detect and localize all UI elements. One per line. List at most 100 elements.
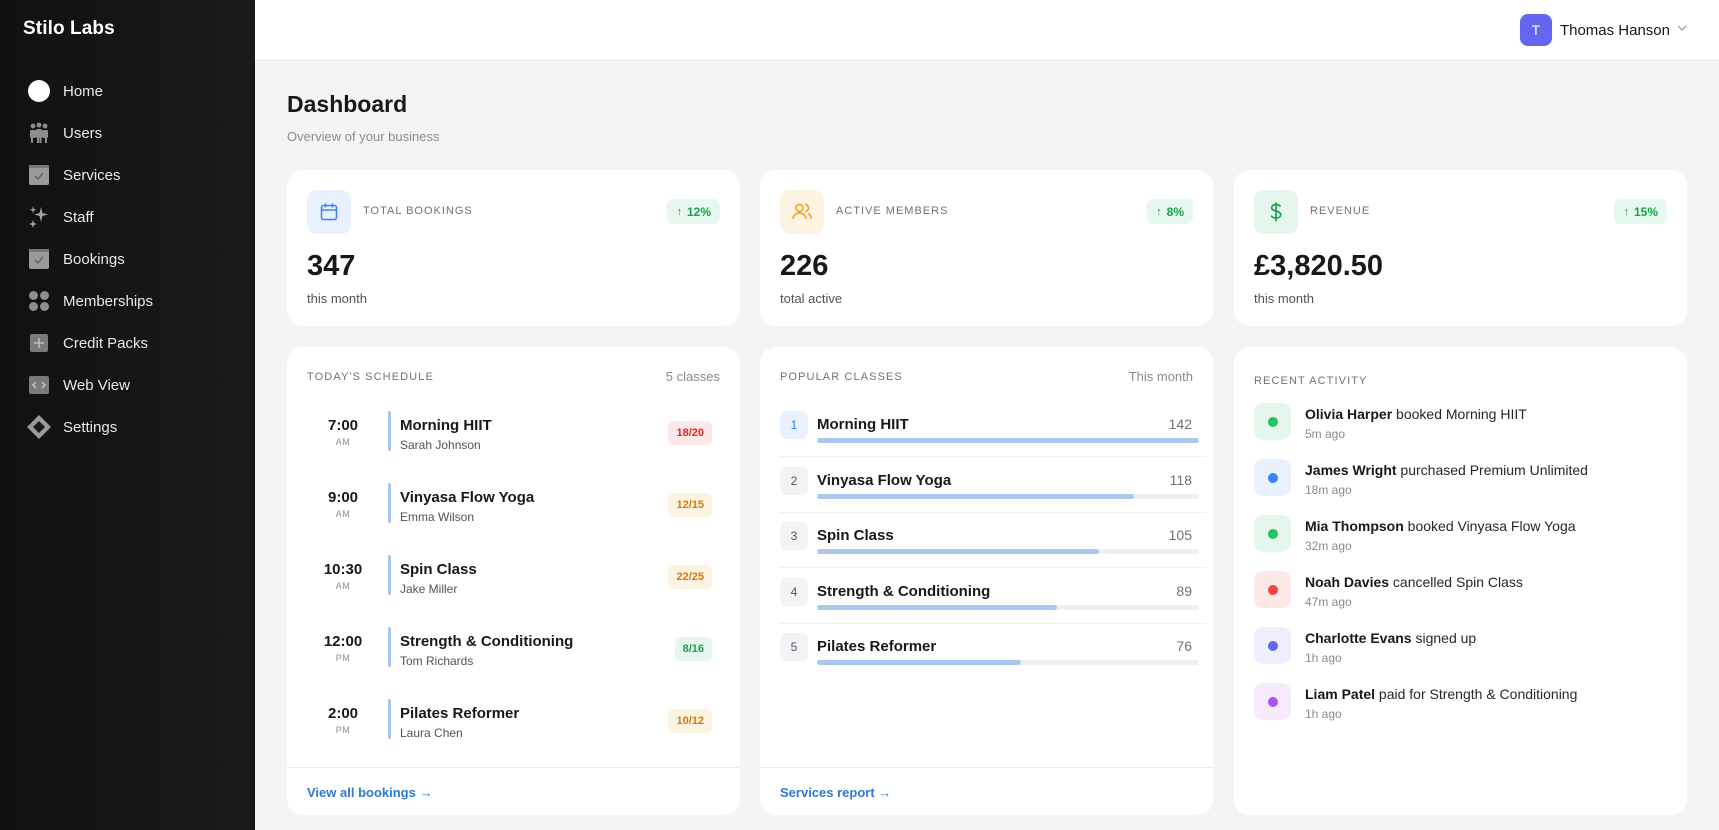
time-divider <box>388 627 391 667</box>
section-title: POPULAR CLASSES <box>780 371 903 383</box>
user-name: Thomas Hanson <box>1559 21 1670 39</box>
popular-class-item[interactable]: 1 Morning HIIT 142 <box>780 411 1207 466</box>
popularity-bar <box>817 660 1199 665</box>
card-footer: Services report → <box>760 767 1213 815</box>
sidebar-item-web-view[interactable]: Web View <box>0 364 255 406</box>
sidebar-item-memberships[interactable]: Memberships <box>0 280 255 322</box>
popular-class-item[interactable]: 4 Strength & Conditioning 89 <box>780 578 1207 633</box>
activity-text: Charlotte Evans signed up <box>1305 630 1477 646</box>
activity-item: Mia Thompson booked Vinyasa Flow Yoga 32… <box>1254 515 1654 563</box>
divider <box>780 623 1207 624</box>
users-icon <box>26 120 52 146</box>
view-all-bookings-link[interactable]: View all bookings → <box>307 785 433 800</box>
instructor-name: Emma Wilson <box>400 510 475 524</box>
capacity-badge: 18/20 <box>668 421 712 445</box>
home-icon <box>26 78 52 104</box>
sidebar-item-bookings[interactable]: Bookings <box>0 238 255 280</box>
popular-class-item[interactable]: 5 Pilates Reformer 76 <box>780 633 1207 688</box>
stat-label: REVENUE <box>1310 205 1371 217</box>
sidebar-item-settings[interactable]: Settings <box>0 406 255 448</box>
popularity-bar <box>817 494 1199 499</box>
arrow-up-icon: ↑ <box>1623 205 1629 218</box>
activity-text: Mia Thompson booked Vinyasa Flow Yoga <box>1305 518 1576 534</box>
memberships-icon <box>26 288 52 314</box>
users-icon <box>780 190 824 234</box>
popularity-bar <box>817 605 1199 610</box>
popular-classes-card: POPULAR CLASSES This month 1 Morning HII… <box>760 347 1213 815</box>
activity-status-icon <box>1254 403 1291 440</box>
schedule-card: TODAY'S SCHEDULE 5 classes 7:00 AM Morni… <box>287 347 740 815</box>
activity-text: James Wright purchased Premium Unlimited <box>1305 462 1588 478</box>
capacity-badge: 10/12 <box>668 709 712 733</box>
brand-logo[interactable]: Stilo Labs <box>23 18 115 39</box>
schedule-item[interactable]: 9:00 AM Vinyasa Flow Yoga Emma Wilson 12… <box>307 483 720 529</box>
arrow-up-icon: ↑ <box>676 205 682 218</box>
sidebar-item-label: Services <box>63 166 121 184</box>
class-name: Spin Class <box>400 561 477 578</box>
divider <box>780 456 1207 457</box>
activity-status-icon <box>1254 571 1291 608</box>
sidebar-item-credit-packs[interactable]: Credit Packs <box>0 322 255 364</box>
schedule-item[interactable]: 2:00 PM Pilates Reformer Laura Chen 10/1… <box>307 699 720 745</box>
class-name: Pilates Reformer <box>400 705 520 722</box>
instructor-name: Jake Miller <box>400 582 458 596</box>
booking-count: 118 <box>1169 472 1192 488</box>
popular-class-item[interactable]: 3 Spin Class 105 <box>780 522 1207 577</box>
booking-count: 142 <box>1168 416 1192 432</box>
activity-item: Charlotte Evans signed up 1h ago <box>1254 627 1654 675</box>
sidebar-item-staff[interactable]: Staff <box>0 196 255 238</box>
activity-time: 32m ago <box>1305 539 1352 553</box>
activity-item: Liam Patel paid for Strength & Condition… <box>1254 683 1654 731</box>
schedule-item[interactable]: 12:00 PM Strength & Conditioning Tom Ric… <box>307 627 720 673</box>
divider <box>780 512 1207 513</box>
class-count: 5 classes <box>665 369 720 384</box>
section-title: RECENT ACTIVITY <box>1254 375 1368 387</box>
sidebar-item-label: Bookings <box>63 250 125 268</box>
time-divider <box>388 483 391 523</box>
divider <box>780 567 1207 568</box>
schedule-item[interactable]: 7:00 AM Morning HIIT Sarah Johnson 18/20 <box>307 411 720 457</box>
activity-text: Olivia Harper booked Morning HIIT <box>1305 406 1527 422</box>
sidebar-item-label: Credit Packs <box>63 334 149 352</box>
bookings-icon <box>26 246 52 272</box>
sidebar: Stilo Labs Home Users Services Staff <box>0 0 255 830</box>
activity-time: 18m ago <box>1305 483 1352 497</box>
stat-label: ACTIVE MEMBERS <box>836 205 949 217</box>
rank-badge: 1 <box>780 411 808 439</box>
class-name: Spin Class <box>817 527 894 544</box>
sidebar-item-label: Home <box>63 82 104 100</box>
capacity-badge: 8/16 <box>674 637 712 661</box>
section-title: TODAY'S SCHEDULE <box>307 371 434 383</box>
avatar: T <box>1519 14 1552 46</box>
change-badge: ↑ 15% <box>1614 199 1667 224</box>
dollar-icon <box>1254 190 1298 234</box>
sidebar-item-label: Users <box>63 124 103 142</box>
sidebar-item-services[interactable]: Services <box>0 154 255 196</box>
popularity-bar <box>817 549 1199 554</box>
sidebar-item-users[interactable]: Users <box>0 112 255 154</box>
stat-sub: this month <box>1254 291 1314 306</box>
services-report-link[interactable]: Services report → <box>780 785 892 800</box>
booking-count: 89 <box>1176 583 1192 599</box>
stat-card-total-bookings: TOTAL BOOKINGS ↑ 12% 347 this month <box>287 170 740 326</box>
schedule-item[interactable]: 10:30 AM Spin Class Jake Miller 22/25 <box>307 555 720 601</box>
class-time: 9:00 <box>327 489 359 506</box>
class-name: Strength & Conditioning <box>817 583 991 600</box>
activity-status-icon <box>1254 459 1291 496</box>
sidebar-item-home[interactable]: Home <box>0 70 255 112</box>
settings-icon <box>26 414 52 440</box>
sidebar-item-label: Web View <box>63 376 130 394</box>
activity-status-icon <box>1254 627 1291 664</box>
popular-class-item[interactable]: 2 Vinyasa Flow Yoga 118 <box>780 467 1207 522</box>
rank-badge: 3 <box>780 522 808 550</box>
user-menu[interactable]: T Thomas Hanson <box>1519 14 1688 46</box>
services-icon <box>26 162 52 188</box>
stat-sub: total active <box>780 291 843 306</box>
popularity-fill <box>817 494 1135 499</box>
stat-value: £3,820.50 <box>1254 250 1384 282</box>
activity-text: Liam Patel paid for Strength & Condition… <box>1305 686 1578 702</box>
activity-item: Noah Davies cancelled Spin Class 47m ago <box>1254 571 1654 619</box>
class-name: Pilates Reformer <box>817 638 937 655</box>
class-name: Morning HIIT <box>400 417 492 434</box>
page-subtitle: Overview of your business <box>287 129 440 144</box>
